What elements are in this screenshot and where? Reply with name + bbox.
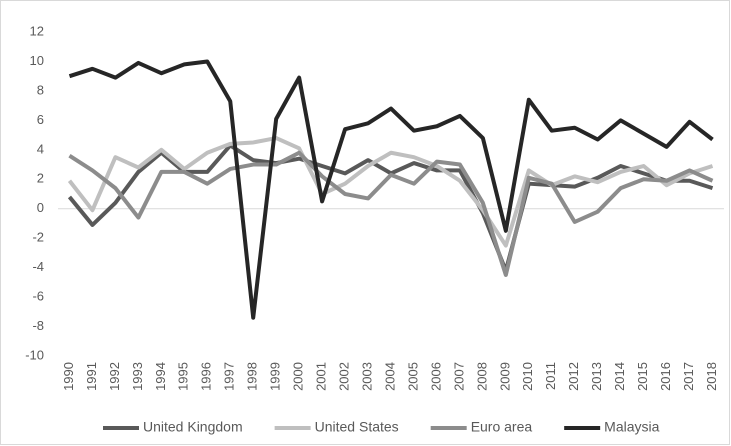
x-tick-label: 2008	[474, 362, 489, 391]
x-tick-label: 2011	[543, 362, 558, 390]
y-tick-label: -10	[25, 347, 44, 362]
y-tick-label: -2	[32, 230, 44, 245]
y-tick-label: -8	[32, 318, 44, 333]
y-tick-label: 2	[37, 171, 44, 186]
x-tick-label: 2016	[658, 362, 673, 391]
x-tick-label: 2017	[681, 362, 696, 391]
y-tick-label: 10	[30, 53, 44, 68]
legend-label: United States	[315, 419, 399, 435]
x-tick-label: 2014	[612, 362, 627, 391]
x-tick-label: 2013	[589, 362, 604, 391]
x-tick-label: 1996	[199, 362, 214, 391]
x-tick-label: 1992	[107, 362, 122, 391]
x-tick-label: 1997	[222, 362, 237, 391]
x-tick-label: 2010	[520, 362, 535, 391]
x-tick-label: 2003	[359, 362, 374, 391]
x-tick-label: 1991	[84, 362, 99, 391]
x-tick-label: 2002	[337, 362, 352, 391]
x-tick-label: 2005	[405, 362, 420, 391]
y-tick-label: 4	[37, 141, 44, 156]
x-tick-label: 2004	[382, 362, 397, 391]
y-tick-label: 8	[37, 82, 44, 97]
x-tick-label: 2015	[635, 362, 650, 391]
x-tick-label: 1993	[130, 362, 145, 391]
legend-label: Malaysia	[604, 419, 659, 435]
legend-label: United Kingdom	[143, 419, 243, 435]
y-tick-label: 6	[37, 112, 44, 127]
x-tick-label: 2006	[428, 362, 443, 391]
x-tick-label: 2018	[704, 362, 719, 391]
x-tick-label: 2001	[314, 362, 329, 391]
x-tick-label: 1990	[61, 362, 76, 391]
x-tick-label: 1998	[245, 362, 260, 391]
series-line	[67, 136, 714, 248]
x-tick-label: 2009	[497, 362, 512, 391]
series-line	[68, 59, 714, 320]
legend-label: Euro area	[471, 419, 533, 435]
x-tick-label: 1995	[176, 362, 191, 391]
x-tick-label: 1994	[153, 362, 168, 391]
x-tick-label: 1999	[268, 362, 283, 391]
y-tick-label: 0	[37, 200, 44, 215]
x-tick-label: 2000	[291, 362, 306, 391]
y-tick-label: -6	[32, 289, 44, 304]
x-tick-label: 2007	[451, 362, 466, 391]
y-tick-label: 12	[30, 23, 44, 38]
x-tick-label: 2012	[566, 362, 581, 391]
series-line	[68, 150, 714, 277]
y-tick-label: -4	[32, 259, 44, 274]
